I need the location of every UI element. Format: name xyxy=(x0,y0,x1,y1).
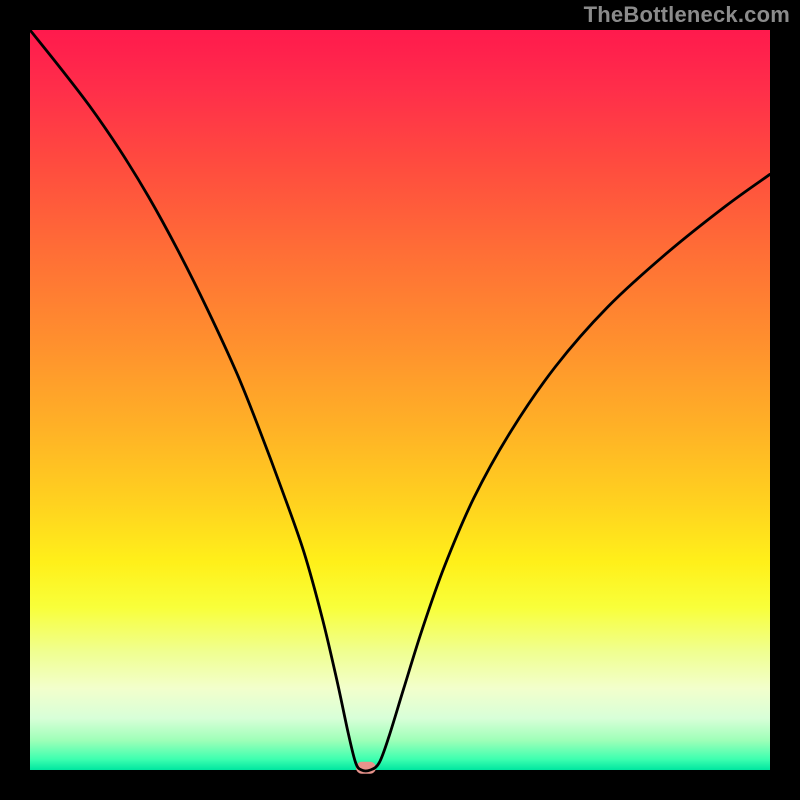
plot-background xyxy=(30,30,770,770)
watermark-text: TheBottleneck.com xyxy=(584,2,790,28)
bottleneck-chart xyxy=(0,0,800,800)
chart-frame: TheBottleneck.com xyxy=(0,0,800,800)
